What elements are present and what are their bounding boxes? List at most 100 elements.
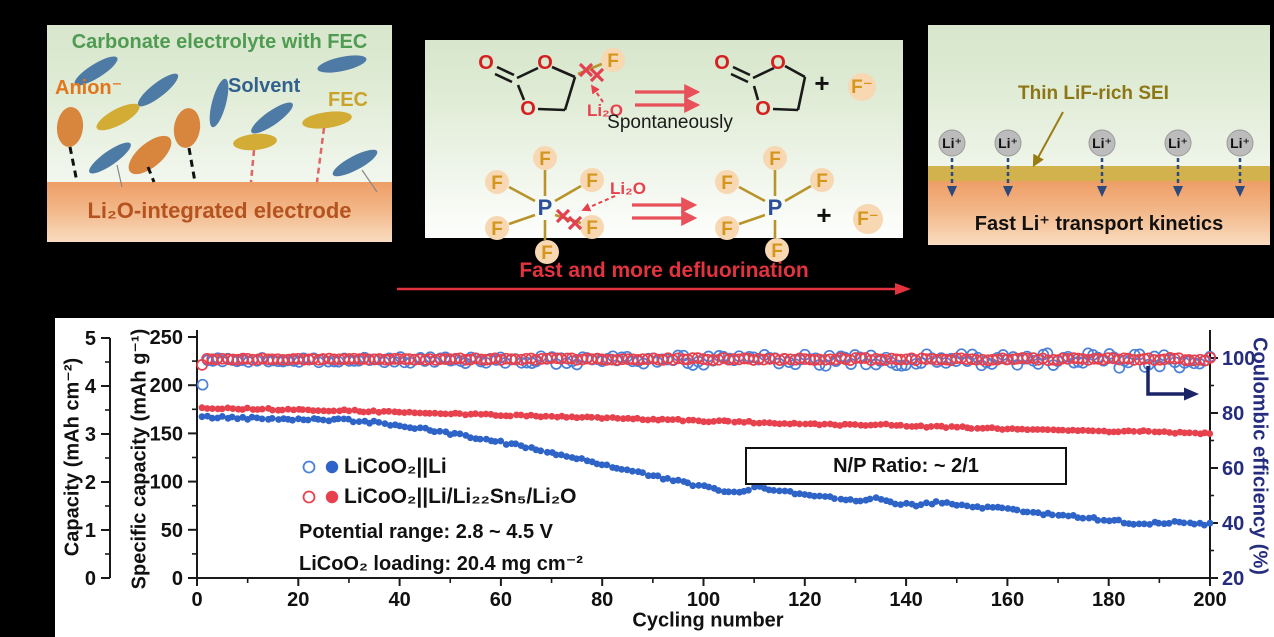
fec-label: FEC [328,89,368,111]
legend-item-licoo2-li22sn5: LiCoO₂||Li/Li₂₂Sn₅/Li₂O [344,485,577,508]
svg-text:200: 200 [1193,589,1226,611]
anion-ellipse-icon [56,107,201,175]
chart-axes-and-series: 0 20 40 60 80 100 120 140 160 180 2000501001502002… [85,327,1256,611]
cycling-chart: 0 20 40 60 80 100 120 140 160 180 2000501001502002… [55,318,1274,637]
sei-panel: Li⁺ Li⁺ Li⁺ Li⁺ Li⁺ Thin LiF-rich SEI Fa… [928,25,1270,245]
oxygen-atom: O [520,98,536,120]
pf5-molecule [738,170,812,238]
svg-text:60: 60 [1222,458,1244,480]
potential-range-note: Potential range: 2.8 ~ 4.5 V [299,521,553,543]
sei-label: Thin LiF-rich SEI [1018,83,1169,104]
fluorine-atom: F [491,219,503,240]
phosphorus-atom: P [538,195,553,220]
electrolyte-title: Carbonate electrolyte with FEC [71,31,368,53]
fluorine-atom: F [586,218,598,239]
right-axis-pointer-arrowhead [1184,387,1199,401]
svg-text:40: 40 [1222,513,1244,535]
electrode-label: Li₂O-integrated electrode [87,198,352,223]
anion-label: Anion⁻ [55,77,123,99]
fluorine-circle [601,48,625,72]
np-ratio-box: N/P Ratio: ~ 2/1 [745,447,1067,485]
svg-text:50: 50 [161,520,183,542]
capacity-axis-title: Capacity (mAh cm⁻²) [61,357,84,557]
svg-text:0: 0 [191,589,202,611]
svg-text:160: 160 [991,589,1024,611]
loading-note: LiCoO₂ loading: 20.4 mg cm⁻² [299,553,583,575]
reaction-arrow-icon [635,84,701,113]
fluorine-atom: F [769,149,781,170]
svg-text:100: 100 [687,589,720,611]
fluorine-atom: F [491,173,503,194]
x-axis-title: Cycling number [632,609,784,632]
oxygen-atom: O [537,52,553,74]
electrode-strip [928,181,1270,245]
right-axis-pointer-arrow [1146,366,1184,396]
svg-text:5: 5 [85,328,96,350]
legend-open-marker-blue [302,460,316,474]
bond-break-cross-icon [578,62,605,83]
fec-tether-dashes [249,127,326,183]
li-ion-label: Li⁺ [1168,135,1188,151]
fluorine-atom: F [539,149,551,170]
svg-text:0: 0 [172,568,183,590]
specific-capacity-axis-title: Specific capacity (mAh g⁻¹) [128,328,151,590]
svg-text:3: 3 [85,424,96,446]
solvent-label: Solvent [228,75,301,97]
li-ion-transport: Li⁺ Li⁺ Li⁺ Li⁺ Li⁺ [938,129,1254,197]
electrolyte-drawing [56,55,378,193]
solvent-tether-lines [116,164,378,193]
fluorine-atom: F [721,173,733,194]
kinetics-label: Fast Li⁺ transport kinetics [974,213,1224,235]
fec-molecule [494,65,577,112]
svg-text:4: 4 [85,376,97,398]
svg-text:40: 40 [388,589,410,611]
electrolyte-panel: Carbonate electrolyte with FEC Anion⁻ So… [47,25,392,242]
svg-text:80: 80 [591,589,613,611]
li-ion-label: Li⁺ [942,135,962,151]
svg-text:0: 0 [85,568,96,590]
coulombic-efficiency-axis-title: Coulombic efficiency (%) [1248,337,1271,575]
svg-text:20: 20 [287,589,309,611]
svg-text:100: 100 [150,472,183,494]
fluoride-circle [848,73,876,101]
oxygen-atom: O [755,98,771,120]
reactions-drawing: F O O O Li₂O Spontaneously O O O + F⁻ [478,48,883,264]
pf6-fluorines [485,146,604,264]
svg-text:1: 1 [85,520,96,542]
legend-filled-marker-red [325,490,339,504]
solvent-ellipse-icon [74,55,378,177]
svg-text:180: 180 [1092,589,1125,611]
legend-filled-marker-blue [325,460,339,474]
li-ion-label: Li⁺ [1092,135,1112,151]
svg-text:2: 2 [85,472,96,494]
li2o-attack-arrow [581,195,616,212]
svg-text:60: 60 [490,589,512,611]
sei-layer [928,166,1270,181]
svg-text:20: 20 [1222,568,1244,590]
fluoride-label: F⁻ [851,77,873,98]
phosphorus-atom: P [768,195,783,220]
fluorine-atom: F [721,219,733,240]
ec-product-molecule [730,64,807,112]
oxygen-atom: O [478,52,494,74]
fluoride-label: F⁻ [857,209,879,230]
electrode-strip [47,182,392,242]
bond-break-cross-icon [555,208,583,231]
chart-static [302,366,1199,504]
fluorine-atom: F [607,51,619,72]
reaction-arrow-icon [632,197,698,226]
fluorine-atom: F [541,243,553,264]
legend-item-licoo2-li: LiCoO₂||Li [344,455,447,478]
svg-text:100: 100 [1222,348,1255,370]
li-ion-label: Li⁺ [1230,135,1250,151]
oxygen-atom: O [714,52,730,74]
svg-text:150: 150 [150,423,183,445]
sei-pointer-arrow [1032,111,1064,168]
fluorine-atom: F [816,171,828,192]
anion-tether-dashes [68,146,197,183]
plus-sign: + [816,200,831,230]
oxygen-atom: O [770,52,786,74]
li-ion-label: Li⁺ [998,135,1018,151]
legend-open-marker-red [302,490,316,504]
